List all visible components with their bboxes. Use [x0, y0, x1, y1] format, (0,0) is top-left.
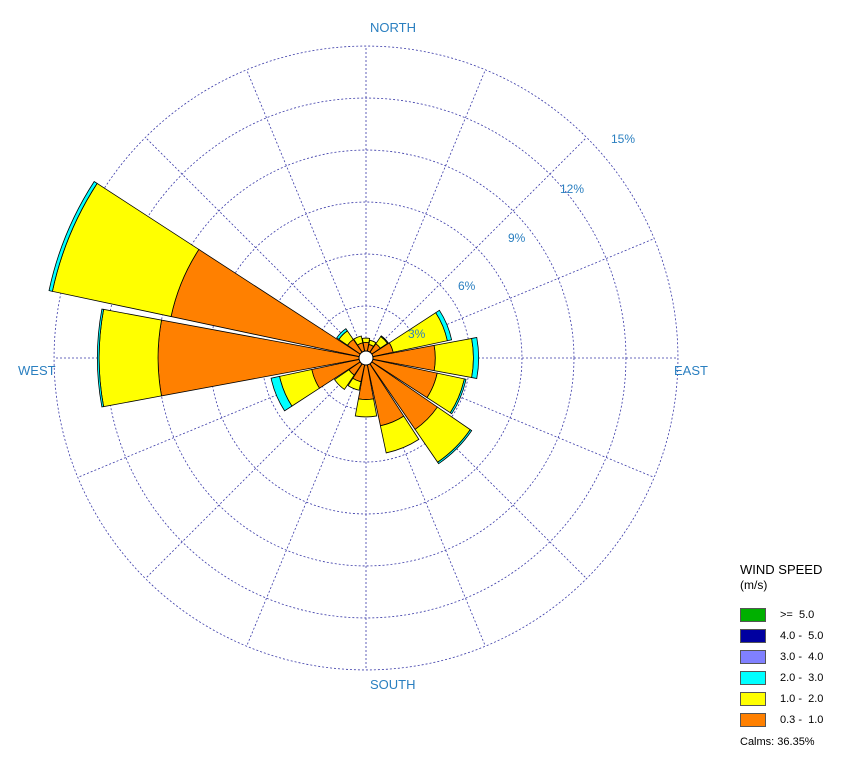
legend-item: 1.0 - 2.0 — [740, 689, 823, 709]
legend-item: 4.0 - 5.0 — [740, 626, 823, 646]
ring-label-6: 6% — [458, 279, 476, 293]
legend-label: 3.0 - 4.0 — [780, 651, 824, 663]
axis-labels: NORTH EAST SOUTH WEST 3% 6% 9% 12% 15% — [18, 20, 708, 692]
legend-swatch — [740, 650, 766, 664]
calm-center-circle — [358, 350, 374, 366]
petal-SSW-class-1 — [347, 377, 362, 391]
compass-west-label: WEST — [18, 363, 56, 378]
petal-ENE-class-2 — [435, 309, 453, 342]
legend-swatch — [740, 629, 766, 643]
legend-label: 0.3 - 1.0 — [780, 714, 824, 726]
calms-text: Calms: 36.35% — [740, 736, 815, 748]
petal-N-class-1 — [361, 337, 371, 344]
compass-east-label: EAST — [674, 363, 708, 378]
petal-NW-class-2 — [336, 328, 348, 340]
grid-spoke-NNE — [365, 69, 486, 359]
petal-SE-class-2 — [437, 429, 473, 465]
ring-label-15: 15% — [611, 132, 635, 146]
legend-item: >= 5.0 — [740, 605, 823, 625]
petal-NE-class-2 — [380, 335, 389, 344]
petal-NNE-class-1 — [368, 339, 377, 347]
legend-title: WIND SPEED — [740, 562, 823, 577]
petal-W-class-2 — [96, 308, 105, 408]
petal-ESE-class-2 — [449, 378, 467, 415]
wind-speed-legend: WIND SPEED (m/s) >= 5.0 4.0 - 5.0 3.0 - 4.… — [740, 562, 823, 748]
petal-E-class-2 — [471, 337, 479, 379]
legend-label: 2.0 - 3.0 — [780, 672, 824, 684]
legend-item: 2.0 - 3.0 — [740, 668, 823, 688]
petal-WSW-class-2 — [270, 375, 293, 412]
compass-south-label: SOUTH — [370, 677, 416, 692]
legend-label: >= 5.0 — [780, 609, 815, 621]
legend-swatch — [740, 692, 766, 706]
ring-label-9: 9% — [508, 231, 526, 245]
grid-ring-18 — [53, 45, 679, 671]
legend-swatch — [740, 713, 766, 727]
legend-label: 4.0 - 5.0 — [780, 630, 824, 642]
petal-SSE-class-1 — [379, 415, 420, 454]
petal-WNW-class-2 — [48, 180, 98, 292]
compass-north-label: NORTH — [370, 20, 416, 35]
petal-E-class-1 — [433, 337, 474, 379]
legend-label: 1.0 - 2.0 — [780, 693, 824, 705]
legend-rows: >= 5.0 4.0 - 5.0 3.0 - 4.0 2.0 - 3.0 1.0 - 2… — [740, 605, 823, 730]
ring-label-3: 3% — [408, 327, 426, 341]
petal-SW-class-1 — [334, 369, 355, 390]
legend-item: 0.3 - 1.0 — [740, 710, 823, 730]
legend-swatch — [740, 671, 766, 685]
grid-spoke-SSW — [246, 357, 367, 647]
legend-swatch — [740, 608, 766, 622]
wind-petals — [48, 180, 479, 465]
legend-item: 3.0 - 4.0 — [740, 647, 823, 667]
petal-W-class-1 — [98, 308, 162, 408]
petal-S-class-1 — [354, 398, 378, 418]
petal-NNW-class-1 — [353, 335, 364, 346]
legend-unit: (m/s) — [740, 578, 768, 592]
ring-label-12: 12% — [560, 182, 584, 196]
